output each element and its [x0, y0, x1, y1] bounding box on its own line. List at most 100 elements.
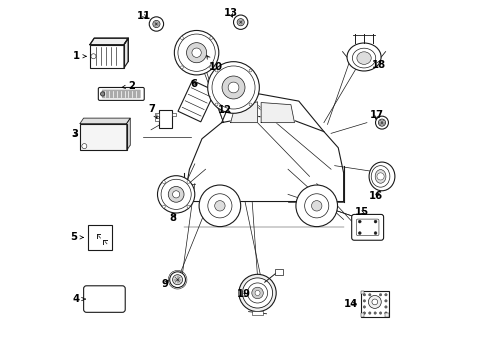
Circle shape — [363, 293, 366, 296]
Circle shape — [237, 19, 245, 26]
Circle shape — [192, 48, 201, 57]
Circle shape — [305, 194, 329, 218]
Text: 8: 8 — [170, 213, 177, 223]
FancyBboxPatch shape — [352, 215, 384, 240]
Polygon shape — [80, 118, 130, 123]
Circle shape — [385, 312, 387, 314]
Text: 7: 7 — [148, 104, 157, 118]
Bar — [178, 80, 215, 122]
Circle shape — [215, 201, 225, 211]
Circle shape — [163, 181, 165, 184]
Circle shape — [208, 194, 232, 218]
Bar — [155, 118, 159, 121]
Circle shape — [358, 231, 361, 234]
FancyBboxPatch shape — [98, 87, 144, 100]
Text: 13: 13 — [223, 8, 238, 18]
Circle shape — [187, 42, 207, 63]
Text: 3: 3 — [71, 130, 78, 139]
Ellipse shape — [357, 52, 371, 64]
Text: 5: 5 — [70, 232, 83, 242]
Circle shape — [149, 17, 164, 31]
Circle shape — [368, 296, 381, 309]
Circle shape — [187, 181, 190, 184]
Circle shape — [174, 31, 219, 75]
Circle shape — [374, 231, 377, 234]
Polygon shape — [126, 118, 130, 150]
Circle shape — [379, 312, 382, 314]
Text: 9: 9 — [162, 279, 169, 289]
Circle shape — [374, 220, 377, 223]
Circle shape — [161, 179, 191, 210]
Circle shape — [172, 275, 183, 285]
Circle shape — [172, 191, 180, 198]
Circle shape — [163, 205, 165, 208]
Circle shape — [168, 186, 184, 202]
Ellipse shape — [352, 48, 376, 68]
Text: 10: 10 — [207, 55, 222, 72]
Circle shape — [234, 15, 248, 30]
Polygon shape — [231, 102, 258, 123]
Ellipse shape — [347, 43, 381, 71]
Polygon shape — [90, 38, 128, 45]
Text: 6: 6 — [191, 79, 197, 89]
Circle shape — [363, 312, 366, 314]
Circle shape — [212, 66, 255, 109]
Circle shape — [372, 299, 378, 305]
Text: 12: 12 — [218, 105, 232, 115]
Circle shape — [239, 274, 276, 312]
FancyBboxPatch shape — [102, 90, 141, 98]
Text: 15: 15 — [354, 207, 368, 217]
Circle shape — [312, 201, 322, 211]
Bar — [80, 123, 126, 150]
Circle shape — [210, 37, 213, 40]
FancyBboxPatch shape — [84, 286, 125, 312]
Circle shape — [385, 306, 387, 308]
Text: 17: 17 — [369, 111, 384, 121]
Circle shape — [187, 205, 190, 208]
Bar — [385, 313, 389, 317]
Text: 14: 14 — [344, 299, 358, 309]
Text: 2: 2 — [122, 81, 135, 91]
Circle shape — [208, 62, 259, 113]
Circle shape — [247, 283, 268, 303]
Text: 4: 4 — [73, 294, 86, 304]
Circle shape — [157, 176, 195, 213]
Circle shape — [228, 82, 239, 93]
Circle shape — [180, 37, 183, 40]
Circle shape — [368, 293, 371, 296]
Circle shape — [249, 69, 252, 72]
Text: 1: 1 — [73, 51, 86, 61]
Polygon shape — [261, 103, 294, 123]
Circle shape — [82, 144, 87, 149]
Circle shape — [368, 312, 371, 314]
Bar — [155, 113, 159, 116]
Circle shape — [296, 185, 338, 226]
Circle shape — [153, 21, 160, 28]
Circle shape — [210, 66, 213, 69]
Circle shape — [375, 116, 389, 129]
Circle shape — [358, 220, 361, 223]
Circle shape — [378, 119, 386, 126]
Bar — [275, 269, 283, 275]
Circle shape — [385, 293, 387, 296]
Bar — [172, 113, 176, 116]
Circle shape — [363, 300, 366, 302]
Bar — [159, 110, 172, 128]
Bar — [90, 45, 124, 68]
Bar — [361, 313, 365, 317]
Circle shape — [178, 34, 215, 71]
Circle shape — [252, 287, 263, 299]
Circle shape — [377, 173, 384, 180]
Polygon shape — [124, 38, 128, 68]
Text: 16: 16 — [368, 191, 383, 201]
Bar — [361, 291, 365, 294]
Ellipse shape — [369, 162, 395, 191]
Bar — [252, 311, 263, 315]
Circle shape — [255, 291, 260, 296]
Bar — [88, 225, 112, 249]
Circle shape — [100, 92, 105, 96]
Bar — [84, 118, 130, 145]
Circle shape — [180, 66, 183, 69]
Text: 11: 11 — [137, 11, 151, 21]
Circle shape — [215, 69, 218, 72]
